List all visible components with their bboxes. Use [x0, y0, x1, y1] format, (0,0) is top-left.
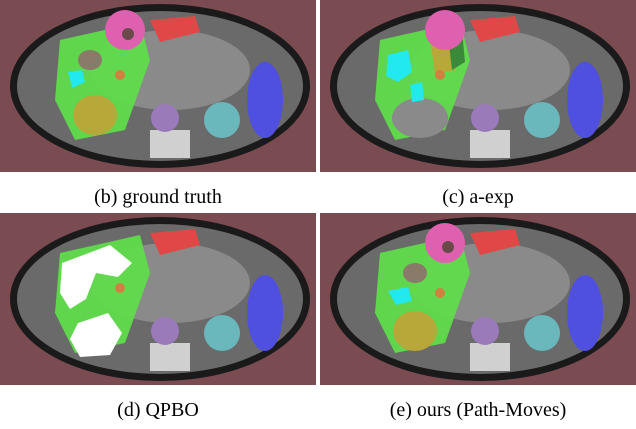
- segmentation-image-ground-truth: [0, 0, 316, 172]
- caption-path-moves: (e) ours (Path-Moves): [389, 399, 567, 421]
- panel-ground-truth: [0, 0, 316, 172]
- caption-a-exp: (c) a-exp: [442, 186, 514, 208]
- panel-path-moves: [320, 213, 636, 385]
- segmentation-image-path-moves: [320, 213, 636, 385]
- panel-qpbo: [0, 213, 316, 385]
- panel-a-exp: [320, 0, 636, 172]
- caption-qpbo: (d) QPBO: [117, 399, 199, 421]
- segmentation-image-qpbo: [0, 213, 316, 385]
- caption-ground-truth: (b) ground truth: [94, 186, 222, 208]
- segmentation-image-a-exp: [320, 0, 636, 172]
